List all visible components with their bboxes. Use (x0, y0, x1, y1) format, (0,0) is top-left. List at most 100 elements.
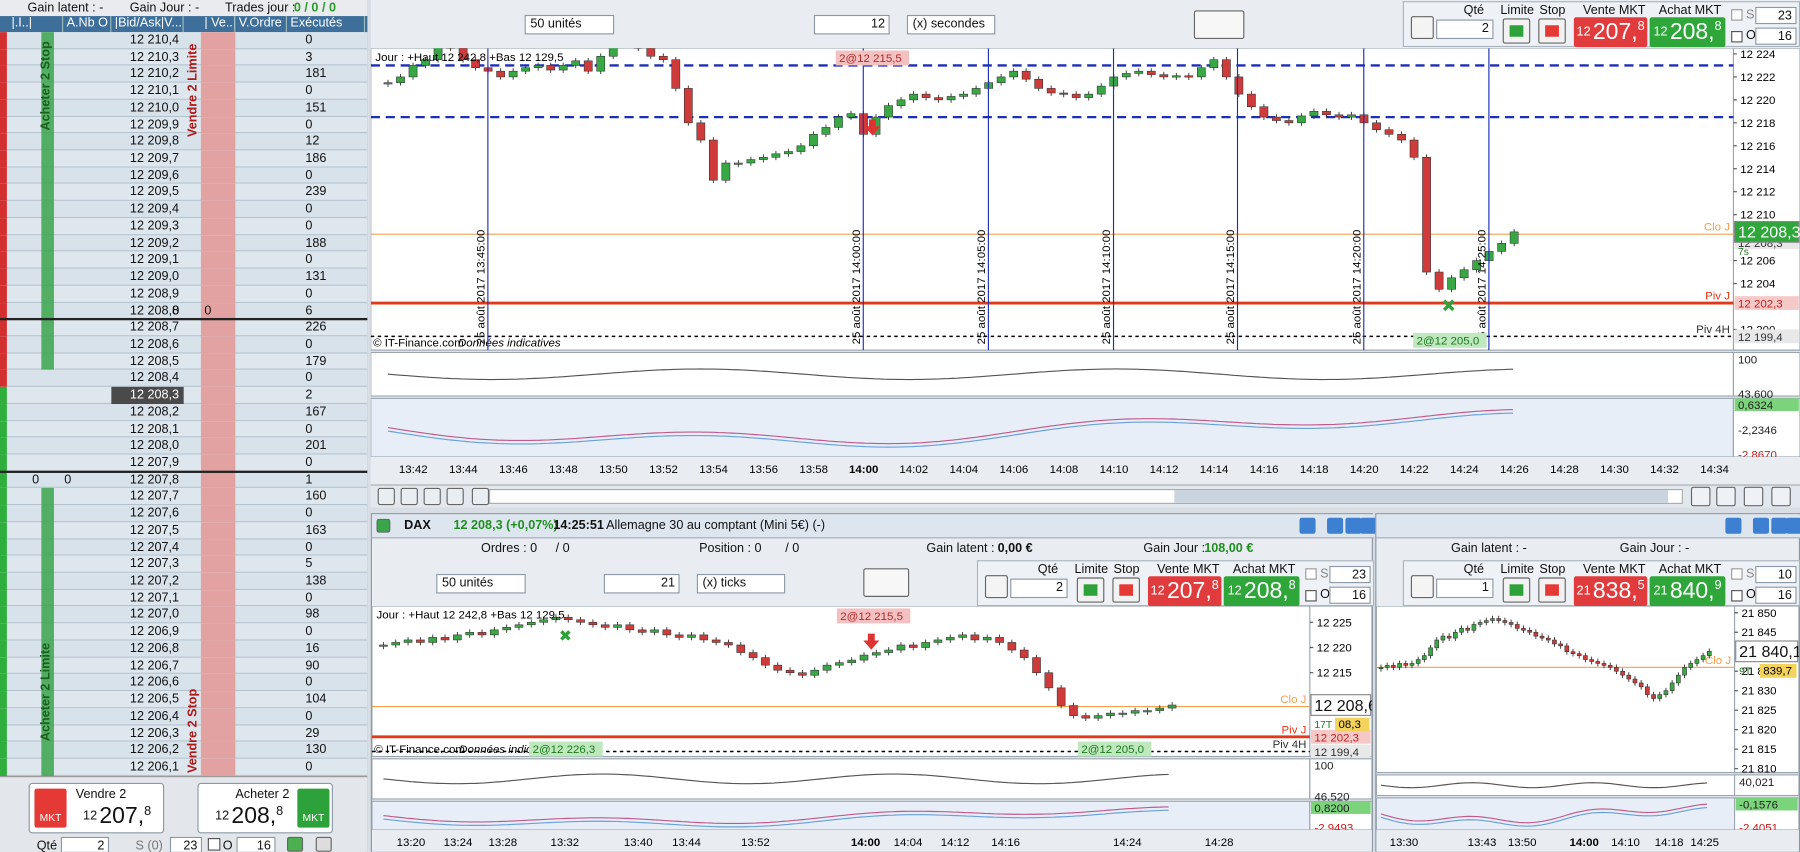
checkbox[interactable] (1731, 568, 1743, 580)
column-header[interactable]: A.Nb O (63, 16, 112, 33)
price-cell[interactable]: 12 206,9 (129, 624, 180, 639)
price-cell[interactable]: 12 208,8 (129, 303, 180, 318)
footer-o[interactable]: 16 (236, 836, 276, 852)
price-cell[interactable]: 12 206,2 (129, 742, 180, 757)
price-cell[interactable]: 12 210,3 (129, 50, 180, 64)
s-input[interactable]: 23 (1329, 565, 1371, 584)
column-header[interactable]: |Bid/Ask|V... (111, 16, 184, 33)
checkbox[interactable] (1731, 9, 1743, 21)
price-cell[interactable]: 12 209,0 (129, 269, 180, 284)
icon[interactable] (1410, 575, 1434, 599)
period-unit-select[interactable]: (x) secondes (906, 14, 996, 35)
checkbox[interactable] (1731, 30, 1743, 43)
price-cell[interactable]: 12 210,4 (129, 33, 180, 48)
price-cell[interactable]: 12 207,6 (129, 506, 180, 521)
footer-qty[interactable]: 2 (60, 836, 110, 852)
price-cell[interactable]: 12 207,7 (129, 489, 180, 504)
price-cell[interactable]: 12 207,9 (129, 455, 180, 470)
icon[interactable] (1193, 10, 1245, 40)
o-input[interactable]: 16 (1329, 586, 1371, 604)
checkbox[interactable] (1305, 568, 1317, 580)
checkbox[interactable] (207, 838, 221, 851)
icon[interactable] (471, 487, 490, 506)
footer-s[interactable]: 23 (169, 836, 203, 852)
icon[interactable] (1771, 486, 1791, 507)
icon[interactable] (1690, 486, 1711, 507)
price-cell[interactable]: 12 208,9 (129, 286, 180, 301)
o-input[interactable]: 16 (1755, 27, 1797, 45)
price-cell[interactable]: 12 209,9 (129, 117, 180, 132)
window-button[interactable] (1771, 517, 1788, 534)
buy-mkt-button[interactable]: 12 208, 8 (1649, 17, 1726, 48)
window-button[interactable] (1345, 517, 1362, 534)
price-cell[interactable]: 12 206,3 (129, 726, 180, 740)
price-cell[interactable]: 12 209,7 (129, 151, 180, 166)
window-button[interactable] (1786, 517, 1800, 534)
price-cell[interactable]: 12 206,7 (129, 658, 180, 673)
price-cell[interactable]: 12 208,7 (129, 320, 180, 335)
sell-mkt-button[interactable]: 21 838, 5 (1573, 576, 1648, 607)
icon[interactable] (1743, 486, 1764, 507)
price-cell[interactable]: 12 206,6 (129, 675, 180, 690)
window-button[interactable] (1360, 517, 1377, 534)
price-cell[interactable]: 12 210,2 (129, 67, 180, 81)
price-cell[interactable]: 12 207,8 (129, 472, 180, 487)
checkbox[interactable] (1305, 590, 1317, 602)
mkt-icon[interactable]: MKT (297, 788, 330, 828)
window-button[interactable] (1752, 517, 1770, 534)
price-cell[interactable]: 12 206,1 (129, 759, 180, 774)
period-input[interactable]: 21 (603, 573, 680, 594)
icon[interactable] (984, 575, 1008, 599)
window-button[interactable] (1299, 517, 1316, 534)
icon[interactable] (400, 487, 418, 506)
sell-mkt-button[interactable]: 12 207, 8 (1573, 17, 1648, 48)
icon[interactable] (446, 487, 464, 506)
qty-input[interactable]: 2 (1436, 19, 1494, 40)
price-cell[interactable]: 12 209,5 (129, 185, 180, 200)
s-input[interactable]: 10 (1755, 565, 1797, 584)
price-cell[interactable]: 12 206,4 (129, 709, 180, 723)
price-cell[interactable]: 12 209,2 (129, 236, 180, 250)
price-cell[interactable]: 12 209,1 (129, 252, 180, 267)
qty-input[interactable]: 1 (1436, 578, 1494, 599)
price-cell[interactable]: 12 208,0 (129, 438, 180, 453)
sell-mkt-button[interactable]: 12 207, 8 (1147, 576, 1222, 607)
buy-mkt-button[interactable]: 21 840, 9 (1649, 576, 1726, 607)
price-cell[interactable]: 12 206,8 (129, 641, 180, 656)
buy-mkt-button[interactable]: 12 208, 8 (1223, 576, 1300, 607)
price-cell[interactable]: 12 207,4 (129, 540, 180, 554)
column-header[interactable]: | Ve..| (201, 16, 236, 33)
price-cell[interactable]: 12 210,1 (129, 83, 180, 98)
icon[interactable] (1410, 16, 1434, 40)
price-cell[interactable]: 12 208,2 (129, 405, 180, 419)
price-cell[interactable]: 12 207,2 (129, 574, 180, 588)
icon[interactable] (1716, 486, 1736, 507)
column-header[interactable]: V.Ordre (235, 16, 287, 33)
icon[interactable] (423, 487, 441, 506)
price-cell[interactable]: 12 209,4 (129, 202, 180, 217)
qty-input[interactable]: 2 (1010, 578, 1068, 599)
icon[interactable] (376, 518, 391, 533)
price-cell[interactable]: 12 210,0 (129, 100, 180, 115)
sell-button[interactable]: MKT Vendre 2 12 207, 8 (28, 782, 165, 834)
icon[interactable] (863, 568, 910, 597)
column-header[interactable]: Exécutés (287, 16, 366, 33)
price-cell[interactable]: 12 208,1 (129, 421, 180, 436)
window-button[interactable] (1327, 517, 1344, 534)
price-cell[interactable]: 12 207,0 (129, 607, 180, 622)
price-cell[interactable]: 12 207,5 (129, 523, 180, 538)
period-unit-select[interactable]: (x) ticks (696, 573, 786, 594)
price-cell[interactable]: 12 208,5 (129, 354, 180, 369)
price-cell[interactable]: 12 208,6 (129, 337, 180, 352)
price-cell[interactable]: 12 209,8 (129, 134, 180, 149)
price-cell[interactable]: 12 208,4 (129, 371, 180, 386)
price-cell[interactable]: 12 209,6 (129, 168, 180, 183)
units-select[interactable]: 50 unités (436, 573, 526, 594)
period-input[interactable]: 12 (813, 14, 890, 35)
icon[interactable] (315, 836, 332, 852)
price-cell[interactable]: 12 209,3 (129, 219, 180, 233)
price-cell[interactable]: 12 206,5 (129, 692, 180, 707)
o-input[interactable]: 16 (1755, 586, 1797, 604)
column-header[interactable]: |.I..| (8, 16, 64, 33)
price-cell[interactable]: 12 207,1 (129, 590, 180, 605)
